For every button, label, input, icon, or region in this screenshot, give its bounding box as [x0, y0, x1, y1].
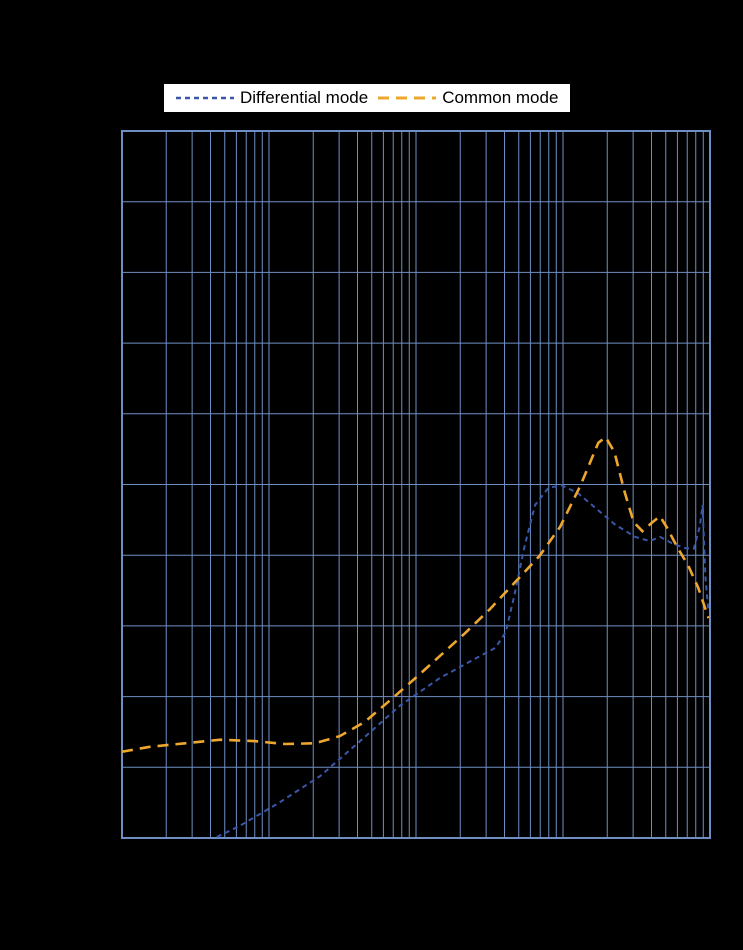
common-mode-line-sample	[378, 96, 437, 100]
plot-border	[121, 130, 711, 839]
common-mode-curve	[122, 435, 710, 753]
legend-item-common: Common mode	[378, 88, 558, 108]
differential-mode-line-sample	[176, 96, 234, 100]
legend-label-differential: Differential mode	[240, 88, 369, 107]
chart-legend: Differential mode Common mode	[164, 84, 571, 112]
legend-label-common: Common mode	[442, 88, 559, 107]
legend-item-differential: Differential mode	[176, 88, 368, 108]
chart-area	[121, 130, 711, 839]
differential-mode-curve	[212, 484, 710, 838]
chart-svg	[121, 130, 711, 839]
